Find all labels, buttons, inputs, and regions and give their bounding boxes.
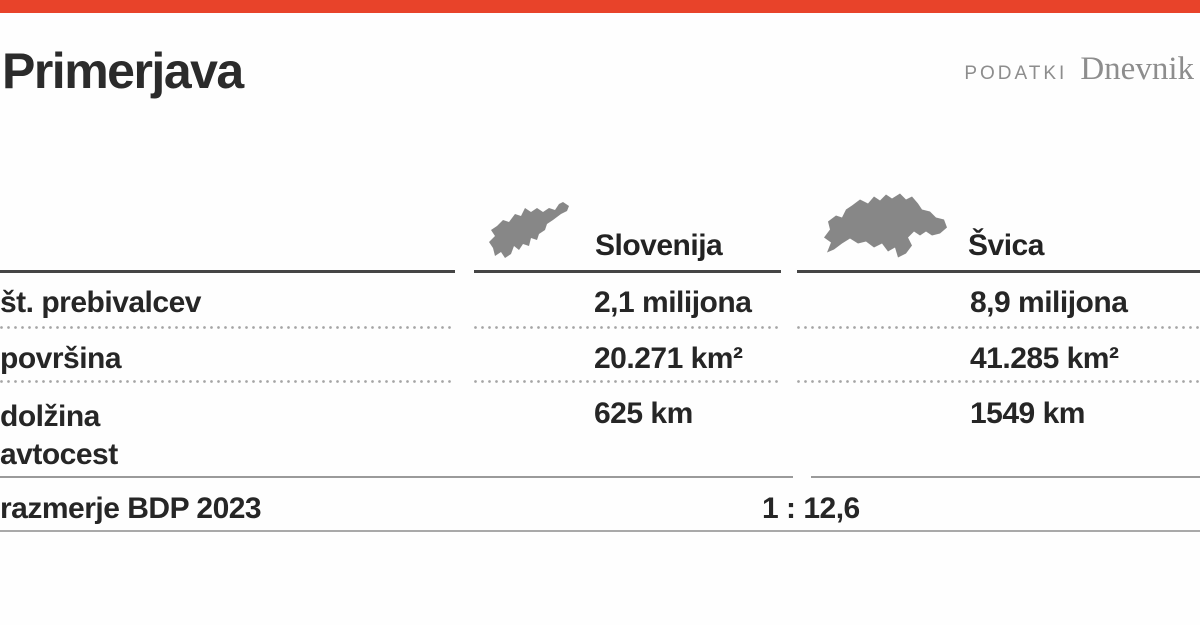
- column-header-slovenija: Slovenija: [595, 229, 723, 262]
- dotted-divider-1a: [0, 326, 455, 329]
- brand-logo: PODATKI Dnevnik: [964, 51, 1194, 87]
- column-header-svica: Švica: [968, 229, 1044, 262]
- solid-divider-gdp-right: [811, 476, 1200, 478]
- row-value-motorways-slovenia: 625 km: [594, 397, 693, 430]
- row-label-motorways: dolžina avtocest: [0, 400, 118, 471]
- switzerland-map-icon: [824, 193, 947, 258]
- brand-podatki-label: PODATKI: [964, 63, 1068, 84]
- row-value-motorways-switzerland: 1549 km: [970, 397, 1085, 430]
- dotted-divider-2c: [797, 380, 1200, 383]
- dotted-divider-1b: [474, 326, 781, 329]
- row-label-area: površina: [0, 342, 122, 375]
- brand-dnevnik-label: Dnevnik: [1080, 51, 1194, 87]
- dotted-divider-1c: [797, 326, 1200, 329]
- header-rule-label-col: [0, 270, 455, 273]
- header-rule-switzerland-col: [797, 270, 1200, 273]
- row-label-population: št. prebivalcev: [0, 286, 201, 319]
- row-value-population-slovenia: 2,1 milijona: [594, 286, 752, 319]
- dotted-divider-2a: [0, 380, 455, 383]
- row-value-area-slovenia: 20.271 km²: [594, 342, 743, 375]
- page-title: Primerjava: [2, 43, 244, 99]
- dotted-divider-2b: [474, 380, 781, 383]
- slovenia-map-icon: [489, 202, 569, 258]
- bottom-rule: [0, 530, 1200, 532]
- solid-divider-gdp-left: [0, 476, 793, 478]
- row-value-gdp-ratio: 1 : 12,6: [762, 492, 860, 525]
- top-accent-bar: [0, 0, 1200, 13]
- header-rule-slovenia-col: [474, 270, 781, 273]
- row-label-gdp-ratio: razmerje BDP 2023: [0, 492, 262, 525]
- row-value-area-switzerland: 41.285 km²: [970, 342, 1119, 375]
- row-value-population-switzerland: 8,9 milijona: [970, 286, 1128, 319]
